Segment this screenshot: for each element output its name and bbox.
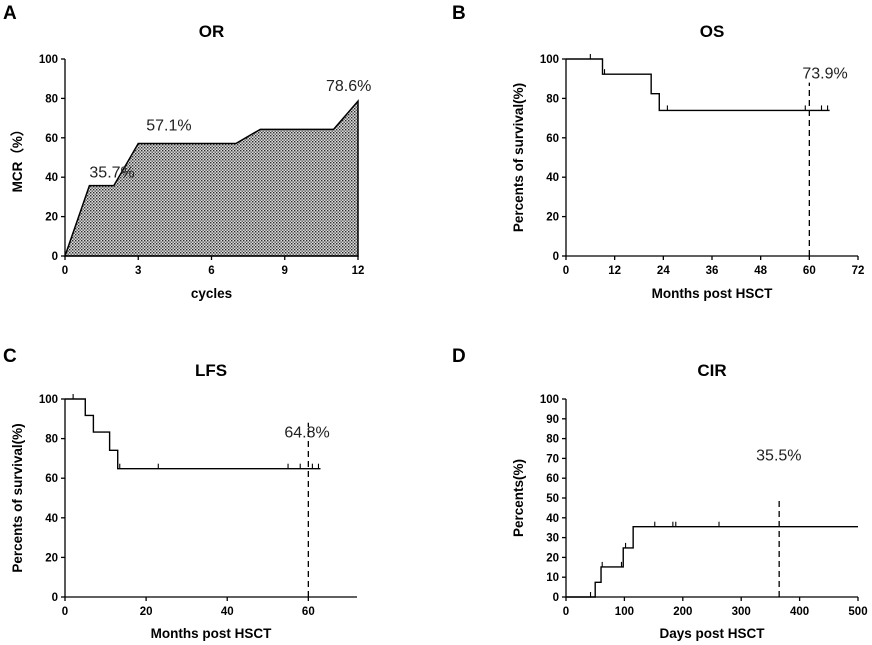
survival-step-curve bbox=[65, 398, 321, 470]
y-tick-label: 30 bbox=[546, 533, 559, 545]
y-tick-label: 0 bbox=[553, 592, 559, 604]
x-tick-label: 6 bbox=[208, 265, 214, 277]
percent-annotation: 57.1% bbox=[146, 118, 191, 135]
x-axis-title: cycles bbox=[191, 286, 232, 301]
panel-label-c: C bbox=[3, 346, 17, 367]
y-tick-label: 60 bbox=[45, 473, 58, 485]
x-tick-label: 0 bbox=[62, 265, 68, 277]
y-tick-label: 40 bbox=[45, 172, 58, 184]
x-tick-label: 300 bbox=[732, 606, 751, 618]
x-tick-label: 36 bbox=[706, 265, 719, 277]
y-tick-label: 20 bbox=[546, 552, 559, 564]
y-tick-label: 60 bbox=[546, 133, 559, 145]
y-tick-label: 40 bbox=[546, 172, 559, 184]
y-tick-label: 100 bbox=[540, 394, 559, 406]
x-tick-label: 48 bbox=[754, 265, 767, 277]
x-tick-label: 12 bbox=[352, 265, 365, 277]
x-tick-label: 60 bbox=[803, 265, 816, 277]
x-tick-label: 60 bbox=[302, 606, 315, 618]
panel-os-chart: OS 0 20 40 60 80 100 0 12 24 36 48 60 72 Months post H… bbox=[511, 22, 864, 301]
chart-title: OR bbox=[199, 22, 225, 41]
x-tick-label: 500 bbox=[848, 606, 867, 618]
x-axis-title: Months post HSCT bbox=[652, 286, 773, 301]
y-tick-label: 80 bbox=[546, 434, 559, 446]
x-tick-label: 20 bbox=[140, 606, 153, 618]
y-tick-label: 0 bbox=[553, 251, 559, 263]
y-tick-label: 100 bbox=[39, 394, 58, 406]
x-tick-label: 0 bbox=[62, 606, 68, 618]
y-tick-label: 80 bbox=[546, 93, 559, 105]
y-tick-label: 80 bbox=[45, 434, 58, 446]
y-axis-title: MCR（%） bbox=[10, 123, 25, 193]
y-tick-label: 0 bbox=[52, 592, 58, 604]
survival-step-curve bbox=[566, 526, 858, 598]
y-tick-label: 100 bbox=[39, 54, 58, 66]
y-axis-title: Percents(%) bbox=[511, 459, 526, 537]
y-tick-label: 0 bbox=[52, 251, 58, 263]
y-tick-label: 20 bbox=[45, 552, 58, 564]
y-tick-label: 40 bbox=[45, 513, 58, 525]
panel-or-chart: OR 0 20 40 60 80 100 0 3 6 9 12 cycles MCR（%） 35.7% 57.… bbox=[10, 22, 371, 301]
x-tick-label: 40 bbox=[221, 606, 234, 618]
y-tick-label: 40 bbox=[546, 513, 559, 525]
y-tick-label: 60 bbox=[546, 473, 559, 485]
y-tick-label: 90 bbox=[546, 414, 559, 426]
x-axis-title: Months post HSCT bbox=[151, 626, 272, 641]
y-axis-title: Percents of survival(%) bbox=[511, 83, 526, 232]
x-tick-label: 3 bbox=[135, 265, 141, 277]
percent-annotation: 64.8% bbox=[284, 425, 329, 442]
panel-label-d: D bbox=[452, 346, 466, 367]
y-tick-label: 100 bbox=[540, 54, 559, 66]
chart-title: CIR bbox=[697, 361, 726, 380]
y-tick-label: 50 bbox=[546, 493, 559, 505]
y-axis-title: Percents of survival(%) bbox=[10, 423, 25, 572]
x-axis-title: Days post HSCT bbox=[659, 626, 765, 641]
y-tick-label: 70 bbox=[546, 453, 559, 465]
y-tick-label: 10 bbox=[546, 572, 559, 584]
panel-cir-chart: CIR 0 10 20 30 40 50 60 70 80 90 100 0 100 200 300 400 50… bbox=[511, 361, 868, 641]
x-tick-label: 200 bbox=[673, 606, 692, 618]
chart-title: LFS bbox=[195, 361, 227, 380]
panel-label-b: B bbox=[452, 3, 466, 24]
survival-step-curve bbox=[566, 58, 830, 112]
percent-annotation: 78.6% bbox=[326, 78, 371, 95]
y-tick-label: 80 bbox=[45, 93, 58, 105]
percent-annotation: 73.9% bbox=[802, 65, 847, 82]
x-tick-label: 400 bbox=[790, 606, 809, 618]
x-tick-label: 9 bbox=[282, 265, 288, 277]
x-tick-label: 0 bbox=[563, 606, 569, 618]
y-tick-label: 20 bbox=[546, 212, 559, 224]
x-tick-label: 0 bbox=[563, 265, 569, 277]
x-tick-label: 72 bbox=[852, 265, 865, 277]
x-tick-label: 12 bbox=[608, 265, 621, 277]
percent-annotation: 35.5% bbox=[756, 448, 801, 465]
chart-title: OS bbox=[700, 22, 725, 41]
panel-lfs-chart: LFS 0 20 40 60 80 100 0 20 40 60 Months post HSCT Pe… bbox=[10, 361, 357, 641]
x-tick-label: 24 bbox=[657, 265, 670, 277]
percent-annotation: 35.7% bbox=[89, 165, 134, 182]
y-tick-label: 60 bbox=[45, 133, 58, 145]
or-area-series bbox=[63, 99, 359, 257]
y-tick-label: 20 bbox=[45, 212, 58, 224]
x-tick-label: 100 bbox=[615, 606, 634, 618]
panel-label-a: A bbox=[3, 3, 17, 24]
